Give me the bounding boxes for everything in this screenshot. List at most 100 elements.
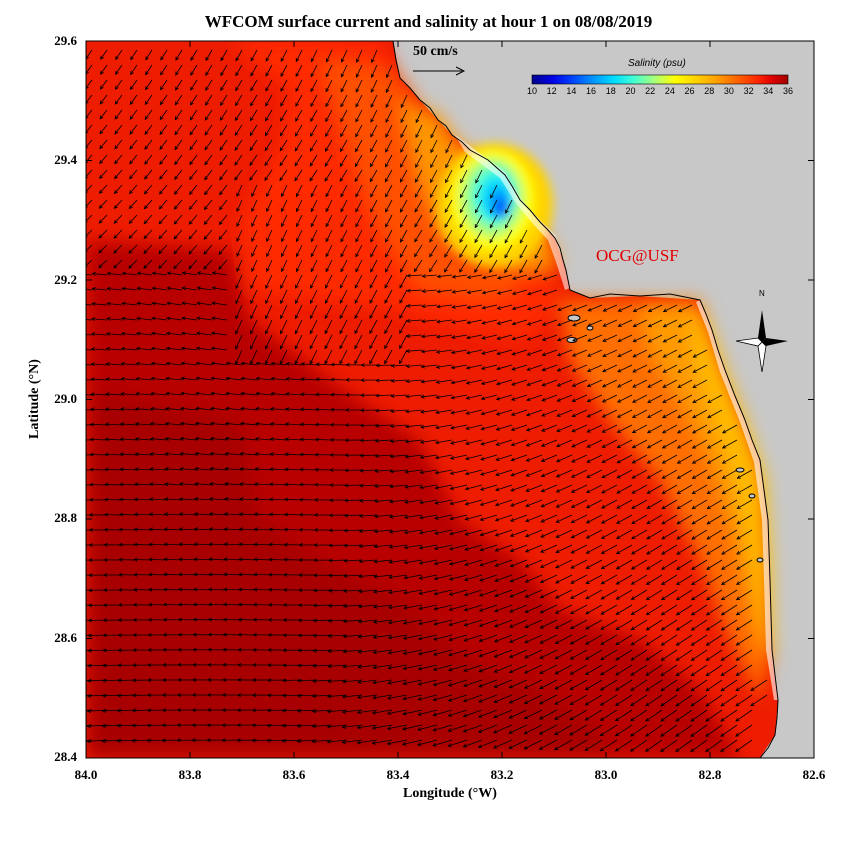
current-vector bbox=[390, 424, 408, 427]
current-vector-head bbox=[132, 648, 137, 653]
current-vector bbox=[312, 679, 333, 682]
current-vector bbox=[284, 498, 303, 501]
current-vector bbox=[369, 334, 378, 349]
current-vector-head bbox=[73, 710, 76, 713]
current-vector-head bbox=[478, 653, 483, 658]
current-vector bbox=[86, 334, 93, 336]
current-vector bbox=[313, 634, 333, 637]
current-vector bbox=[735, 709, 753, 722]
current-vector bbox=[114, 109, 123, 120]
current-vector-head bbox=[494, 578, 499, 582]
current-vector bbox=[325, 79, 333, 92]
current-vector-head bbox=[647, 323, 652, 328]
current-vector-head bbox=[602, 338, 607, 342]
current-vector bbox=[296, 244, 303, 257]
current-vector bbox=[527, 274, 543, 280]
current-vector-head bbox=[511, 306, 517, 311]
current-vector-head bbox=[509, 533, 515, 537]
current-vector-head bbox=[158, 235, 163, 240]
current-vector-head bbox=[615, 565, 621, 570]
current-vector bbox=[120, 438, 138, 441]
current-vector bbox=[265, 109, 273, 121]
current-vector-head bbox=[249, 176, 254, 181]
current-vector-head bbox=[265, 102, 269, 107]
current-vector-head bbox=[251, 237, 255, 243]
current-vector-head bbox=[647, 308, 653, 312]
current-vector-head bbox=[489, 224, 494, 229]
current-vector-head bbox=[86, 85, 89, 89]
current-vector-head bbox=[147, 617, 152, 622]
current-vector-head bbox=[661, 535, 666, 540]
current-vector-head bbox=[265, 299, 269, 305]
current-vector bbox=[372, 724, 393, 729]
current-vector-head bbox=[434, 455, 440, 460]
current-vector-head bbox=[162, 662, 167, 667]
current-vector bbox=[407, 304, 423, 307]
current-vector-head bbox=[511, 382, 516, 386]
current-vector bbox=[400, 169, 408, 183]
current-vector-head bbox=[420, 334, 426, 339]
current-vector bbox=[269, 513, 288, 516]
current-vector bbox=[240, 423, 258, 426]
current-vector-head bbox=[236, 738, 241, 743]
current-vector-head bbox=[195, 376, 200, 381]
current-vector-head bbox=[463, 622, 468, 627]
current-vector-head bbox=[144, 115, 149, 121]
current-vector-head bbox=[189, 116, 194, 121]
current-vector-head bbox=[164, 497, 169, 502]
current-vector bbox=[220, 79, 228, 91]
current-vector bbox=[149, 558, 168, 561]
current-vector-head bbox=[281, 738, 286, 743]
current-vector bbox=[224, 573, 243, 576]
current-vector-head bbox=[445, 149, 449, 154]
current-vector-head bbox=[585, 519, 591, 524]
current-vector-head bbox=[420, 349, 426, 354]
current-vector-head bbox=[339, 360, 344, 365]
current-vector-head bbox=[430, 178, 434, 184]
current-vector bbox=[255, 483, 273, 486]
current-vector-head bbox=[283, 557, 288, 562]
current-vector-head bbox=[645, 611, 651, 616]
current-vector bbox=[630, 694, 648, 706]
current-vector bbox=[661, 664, 678, 676]
current-vector-head bbox=[238, 587, 243, 592]
current-vector bbox=[646, 544, 663, 555]
current-vector-head bbox=[144, 130, 149, 135]
current-vector-head bbox=[225, 406, 230, 411]
current-vector-head bbox=[735, 687, 740, 692]
current-vector bbox=[236, 244, 243, 257]
current-vector-head bbox=[556, 337, 562, 342]
current-vector bbox=[389, 544, 408, 548]
current-vector-head bbox=[587, 307, 592, 312]
current-vector-head bbox=[464, 562, 469, 567]
current-vector-head bbox=[192, 602, 198, 607]
current-vector bbox=[429, 259, 438, 272]
current-vector bbox=[616, 469, 633, 479]
current-vector-head bbox=[526, 336, 531, 341]
current-vector-head bbox=[524, 654, 529, 659]
current-vector bbox=[180, 423, 198, 426]
current-vector-head bbox=[630, 581, 636, 585]
current-vector-head bbox=[524, 670, 529, 674]
current-vector-head bbox=[416, 742, 422, 747]
current-vector-head bbox=[387, 696, 392, 700]
current-vector bbox=[150, 438, 168, 441]
current-vector-head bbox=[691, 444, 697, 449]
current-vector bbox=[555, 574, 573, 584]
current-vector-head bbox=[106, 316, 111, 321]
current-vector bbox=[266, 229, 273, 242]
current-vector-head bbox=[164, 482, 169, 486]
current-vector bbox=[370, 139, 378, 152]
current-vector-head bbox=[104, 452, 109, 457]
current-vector bbox=[675, 739, 693, 752]
current-vector bbox=[587, 409, 603, 418]
current-vector-head bbox=[76, 378, 79, 381]
current-vector-head bbox=[219, 161, 224, 166]
current-vector bbox=[467, 304, 483, 309]
current-vector-head bbox=[144, 175, 149, 180]
current-vector bbox=[324, 319, 333, 334]
current-vector bbox=[384, 349, 393, 364]
current-vector-head bbox=[120, 392, 125, 396]
current-vector-head bbox=[339, 314, 344, 320]
current-vector-head bbox=[554, 610, 560, 614]
